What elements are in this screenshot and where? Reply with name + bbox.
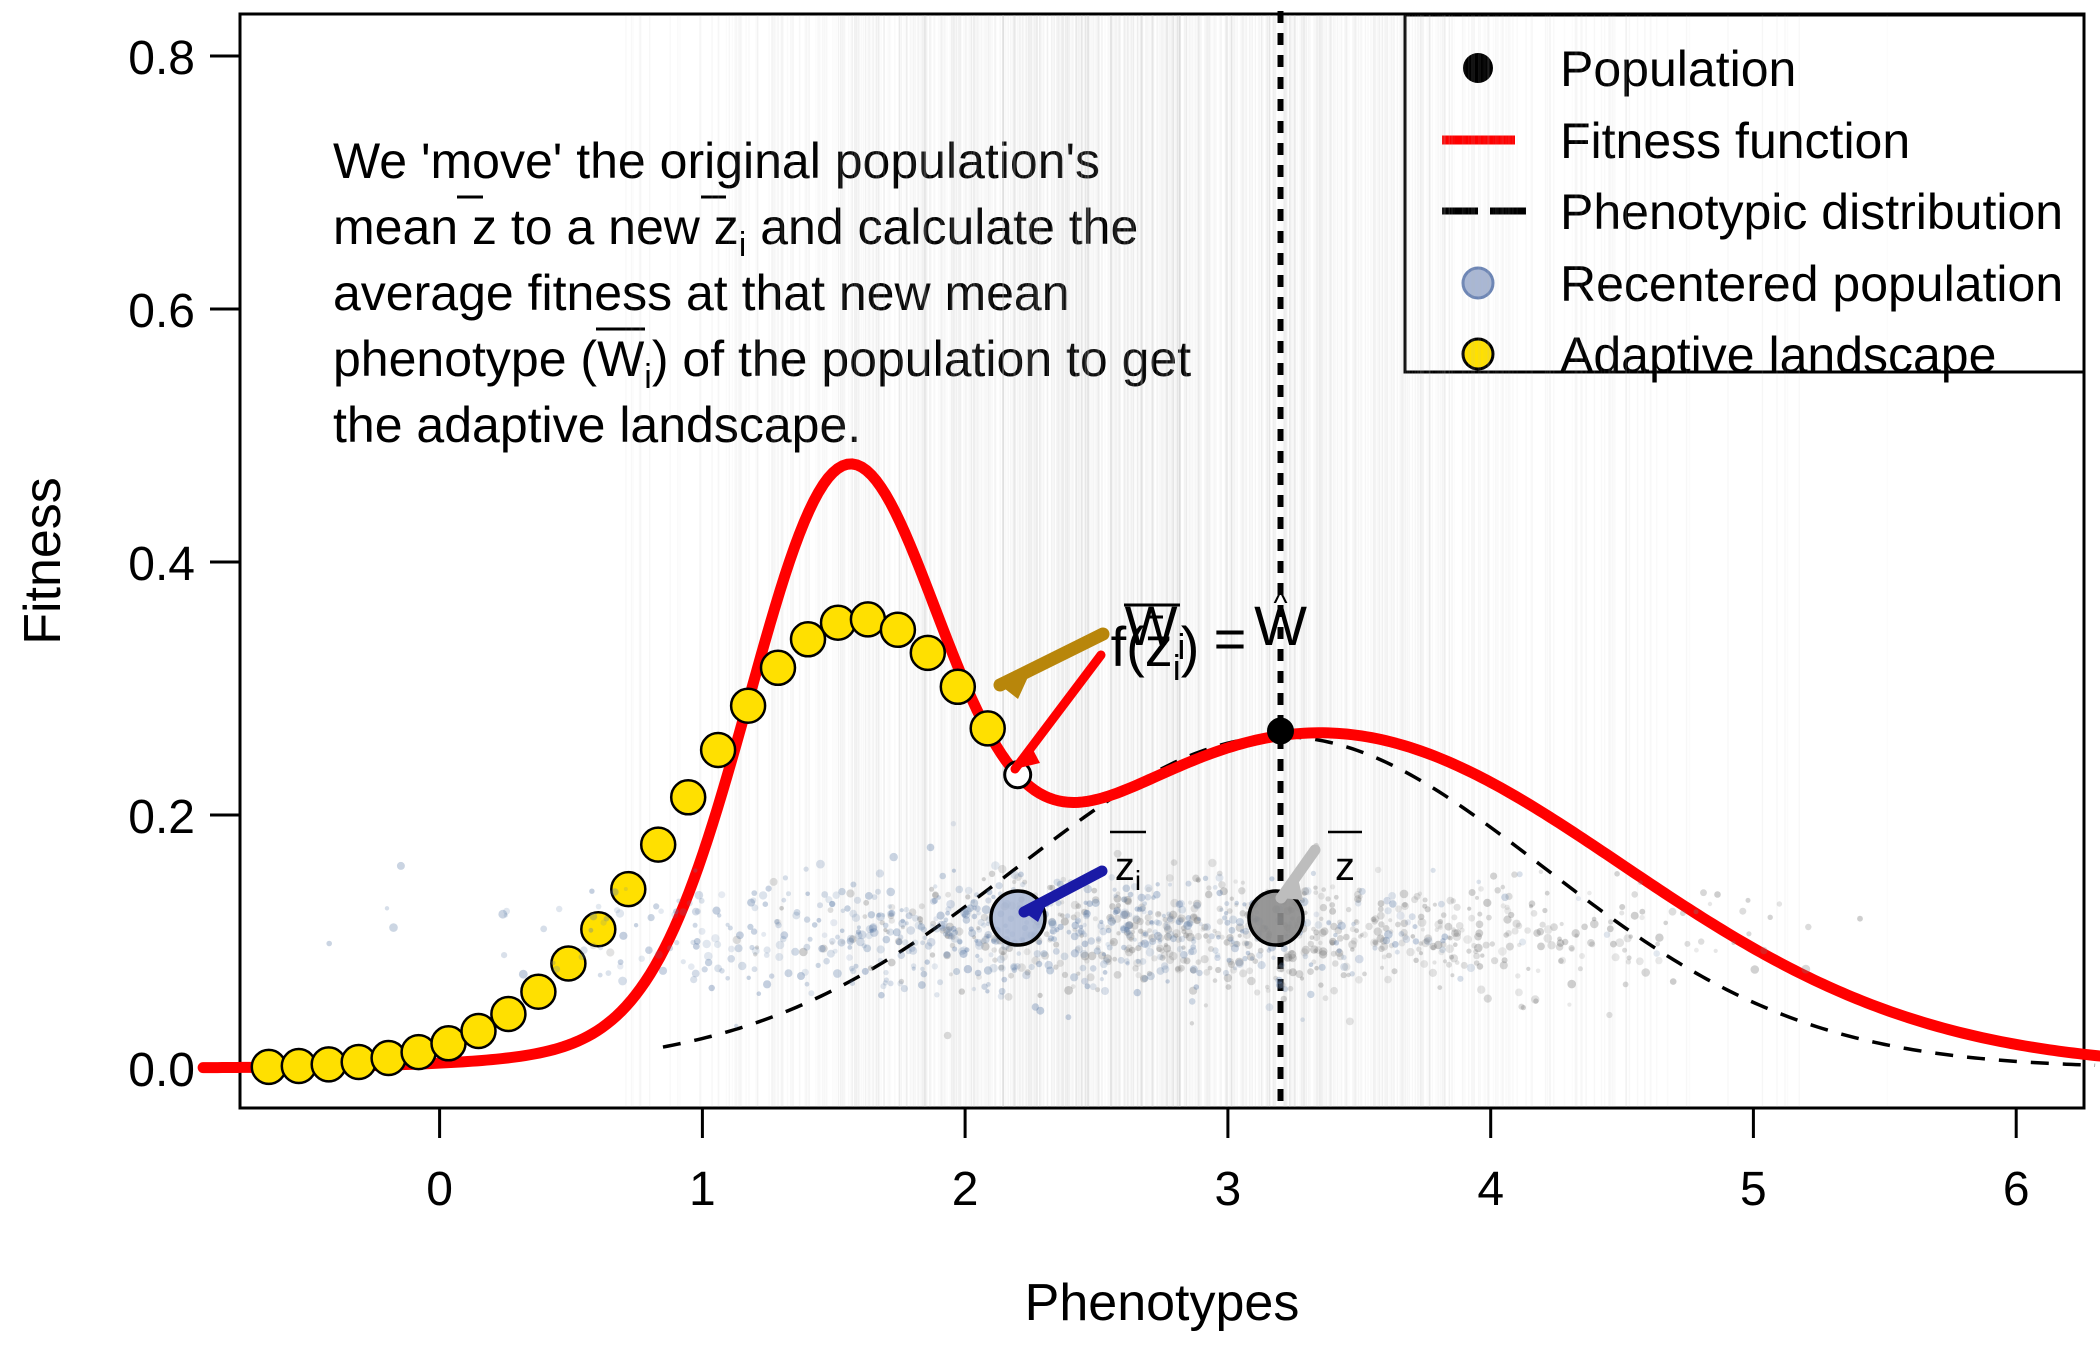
- svg-text:0.0: 0.0: [128, 1044, 195, 1097]
- svg-text:0.6: 0.6: [128, 285, 195, 338]
- svg-text:0.2: 0.2: [128, 791, 195, 844]
- svg-text:6: 6: [2003, 1163, 2030, 1216]
- svg-text:Population: Population: [1560, 41, 1796, 97]
- svg-text:0.4: 0.4: [128, 538, 195, 591]
- svg-text:0: 0: [426, 1163, 453, 1216]
- svg-text:4: 4: [1477, 1163, 1504, 1216]
- svg-text:2: 2: [952, 1163, 979, 1216]
- svg-text:Phenotypic distribution: Phenotypic distribution: [1560, 184, 2063, 240]
- svg-text:We 'move' the original populat: We 'move' the original population's: [333, 133, 1100, 189]
- svg-text:Recentered population: Recentered population: [1560, 256, 2063, 312]
- svg-text:z: z: [1335, 845, 1355, 889]
- svg-text:Fitness: Fitness: [14, 477, 72, 645]
- svg-text:^: ^: [1273, 587, 1287, 620]
- svg-text:f(zi): f(zi): [1111, 615, 1200, 688]
- svg-text:Phenotypes: Phenotypes: [1025, 1274, 1300, 1332]
- svg-text:5: 5: [1740, 1163, 1767, 1216]
- svg-text:0.8: 0.8: [128, 32, 195, 85]
- svg-text:=: =: [1214, 607, 1247, 670]
- svg-text:3: 3: [1215, 1163, 1242, 1216]
- svg-text:1: 1: [689, 1163, 716, 1216]
